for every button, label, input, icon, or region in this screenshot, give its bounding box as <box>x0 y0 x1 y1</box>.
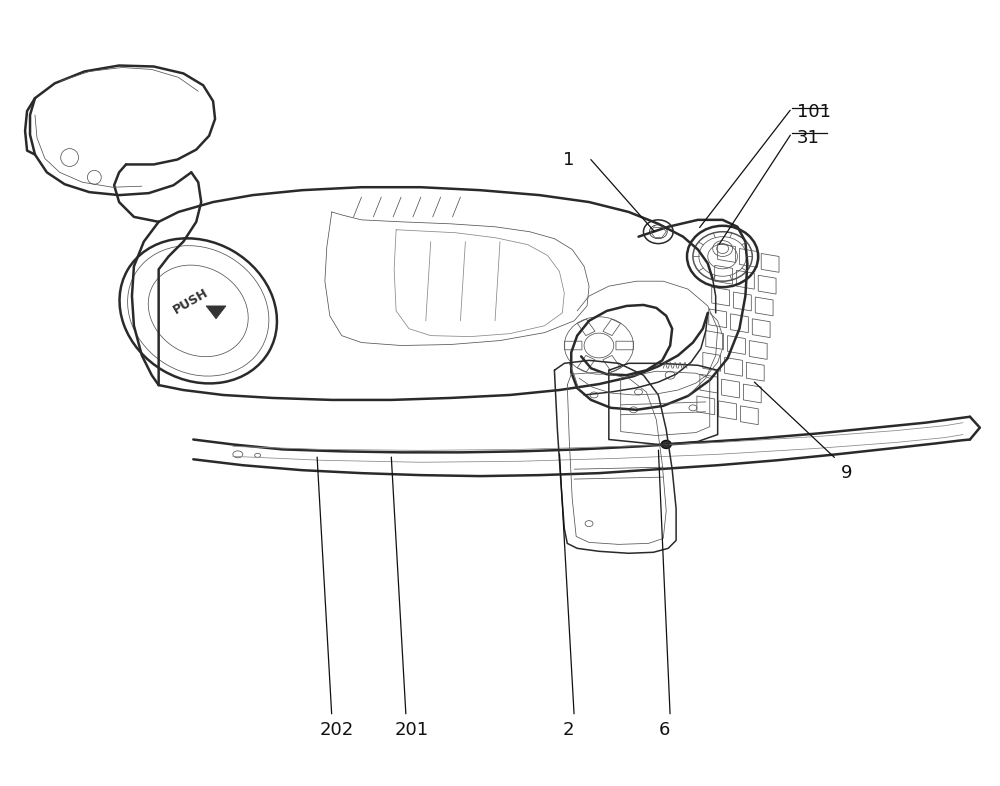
Text: 31: 31 <box>797 129 820 147</box>
Text: 1: 1 <box>563 151 574 169</box>
Text: 2: 2 <box>562 722 574 740</box>
Text: 202: 202 <box>320 722 354 740</box>
Text: 9: 9 <box>841 465 853 483</box>
Polygon shape <box>206 306 226 319</box>
Ellipse shape <box>661 440 671 448</box>
Text: PUSH: PUSH <box>170 286 210 316</box>
Text: 6: 6 <box>658 722 670 740</box>
Text: 201: 201 <box>394 722 428 740</box>
Text: 101: 101 <box>797 103 831 121</box>
